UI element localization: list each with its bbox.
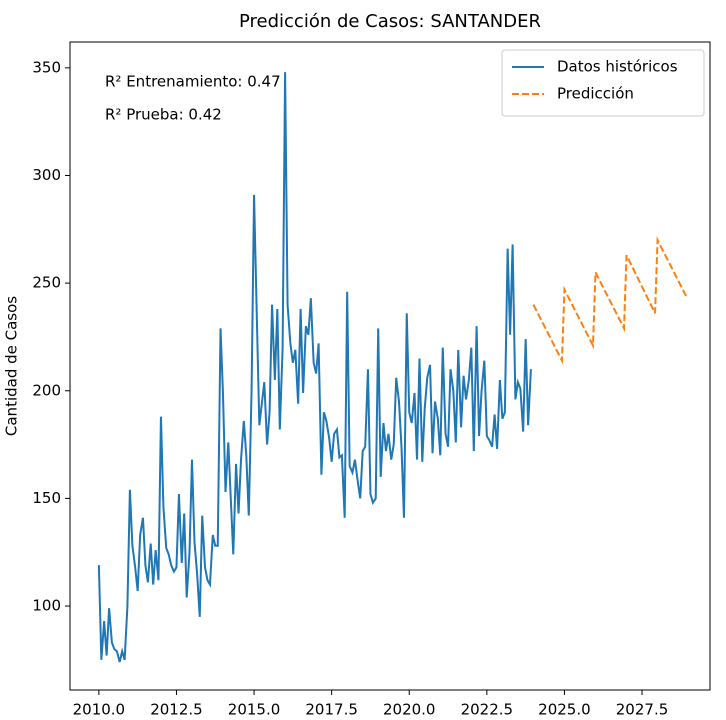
- x-tick-label: 2010.0: [73, 701, 126, 719]
- series-line: [97, 72, 532, 663]
- x-tick-label: 2022.5: [461, 701, 514, 719]
- x-tick-label: 2020.0: [383, 701, 436, 719]
- y-tick-label: 250: [32, 274, 61, 292]
- x-tick-label: 2017.5: [305, 701, 358, 719]
- y-axis-label: Cantidad de Casos: [3, 296, 21, 436]
- annotation: R² Entrenamiento: 0.47: [105, 73, 281, 91]
- y-tick-label: 150: [32, 489, 61, 507]
- x-tick-label: 2015.0: [228, 701, 281, 719]
- y-tick-label: 300: [32, 166, 61, 184]
- x-tick-label: 2027.5: [616, 701, 669, 719]
- series-line: [532, 236, 687, 365]
- y-tick-label: 200: [32, 381, 61, 399]
- axes-frame: [69, 41, 711, 691]
- x-tick-label: 2012.5: [150, 701, 203, 719]
- y-tick-label: 100: [32, 597, 61, 615]
- legend-label: Datos históricos: [557, 58, 678, 76]
- y-tick-label: 350: [32, 58, 61, 76]
- legend-box: [501, 49, 705, 117]
- x-tick-label: 2025.0: [538, 701, 591, 719]
- chart-title: Predicción de Casos: SANTANDER: [239, 11, 541, 32]
- annotation: R² Prueba: 0.42: [105, 106, 222, 124]
- legend-label: Predicción: [557, 85, 634, 103]
